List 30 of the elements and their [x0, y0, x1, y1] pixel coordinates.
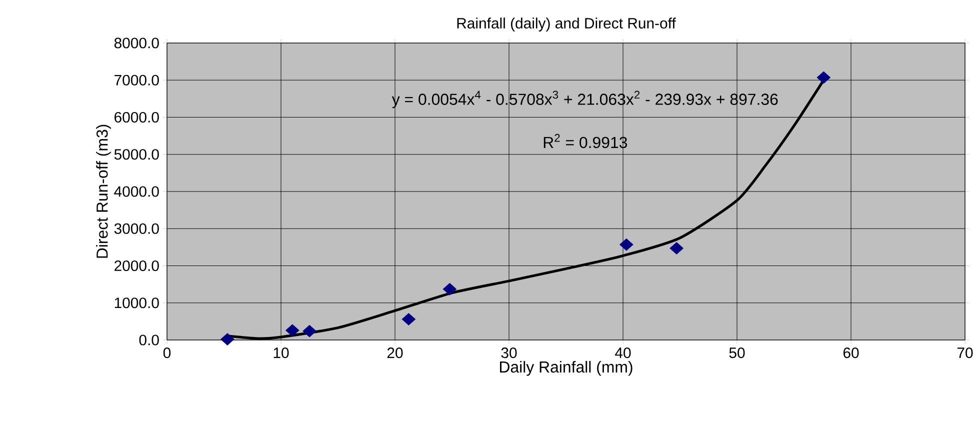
x-tick-label: 0 [163, 348, 171, 358]
y-tick-label: 1000.0 [114, 298, 159, 308]
y-tick-label: 7000.0 [114, 74, 159, 86]
point [402, 313, 416, 326]
y-tick-label: 6000.0 [114, 112, 159, 123]
y-tick-label: 4000.0 [114, 186, 159, 197]
point [442, 282, 457, 296]
point [285, 324, 300, 337]
point [816, 71, 831, 84]
x-tick-label: 20 [387, 348, 403, 358]
x-tick-label: 60 [843, 348, 859, 358]
point [670, 242, 684, 254]
x-tick-label: 50 [729, 348, 745, 358]
chart-title: Rainfall (daily) and Direct Run-off [457, 18, 676, 32]
point [220, 333, 234, 346]
point [619, 238, 634, 251]
annotation: R$^{2}$ = 0.9913 [544, 134, 627, 148]
point [302, 324, 316, 338]
y-axis-title: Direct Run-off (m3) [96, 124, 111, 258]
y-tick-label: 2000.0 [114, 260, 159, 272]
x-tick-label: 30 [501, 348, 517, 358]
x-tick-label: 70 [957, 348, 973, 358]
y-tick-label: 5000.0 [114, 149, 159, 160]
annotation: y = 0.0054x$^{4}$ - 0.5708x$^{3}$ + 21.063x$^{2}$ - 239.93x + 897.36 [392, 90, 778, 108]
y-tick-label: 8000.0 [114, 38, 159, 48]
y-tick-label: 3000.0 [114, 223, 159, 234]
x-tick-label: 10 [274, 348, 289, 358]
x-tick-label: 40 [615, 348, 631, 358]
y-tick-label: 0.0 [139, 334, 159, 346]
x-axis-title: Daily Rainfall (mm) [500, 360, 632, 376]
